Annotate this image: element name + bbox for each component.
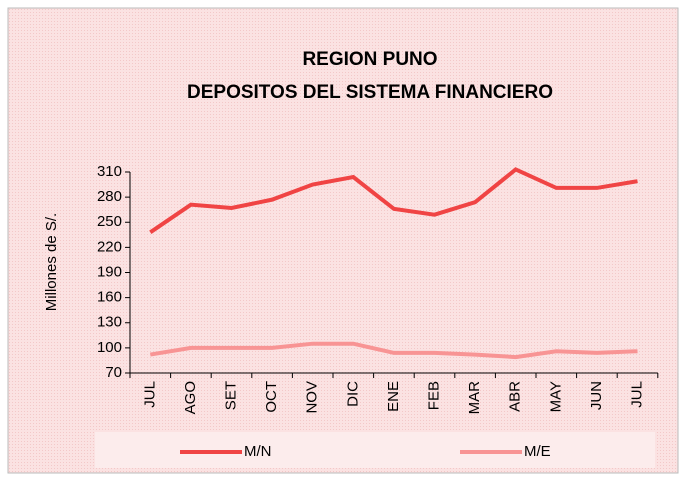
y-tick-label: 220 <box>97 238 122 255</box>
x-tick-label: FEB <box>425 381 442 410</box>
chart-background <box>7 7 679 474</box>
chart-subtitle: DEPOSITOS DEL SISTEMA FINANCIERO <box>187 82 553 103</box>
x-tick-label: DIC <box>344 381 361 407</box>
x-tick-label: MAY <box>547 381 564 412</box>
x-tick-label: ABR <box>507 381 524 412</box>
x-tick-label: MAR <box>466 381 483 415</box>
line-series <box>149 341 638 360</box>
y-tick-label: 70 <box>105 364 122 381</box>
legend-box <box>95 432 655 468</box>
chart-title: REGION PUNO <box>302 49 437 70</box>
y-tick-label: 280 <box>97 188 122 205</box>
y-tick-label: 100 <box>97 339 122 356</box>
x-tick-label: JUL <box>141 381 158 408</box>
x-tick-label: ENE <box>385 381 402 412</box>
x-tick-label: SET <box>222 381 239 410</box>
y-tick-label: 310 <box>97 163 122 180</box>
y-tick-label: 250 <box>97 213 122 230</box>
x-tick-label: NOV <box>304 381 321 414</box>
y-tick-label: 160 <box>97 289 122 306</box>
x-tick-label: AGO <box>182 381 199 414</box>
legend-label: M/N <box>244 443 272 460</box>
y-tick-label: 190 <box>97 263 122 280</box>
x-tick-label: JUL <box>628 381 645 408</box>
x-tick-label: JUN <box>588 381 605 410</box>
legend-label: M/E <box>524 443 551 460</box>
y-tick-label: 130 <box>97 314 122 331</box>
line-series <box>149 167 638 234</box>
x-tick-label: OCT <box>263 381 280 413</box>
y-axis-label: Millones de S/. <box>43 213 60 311</box>
